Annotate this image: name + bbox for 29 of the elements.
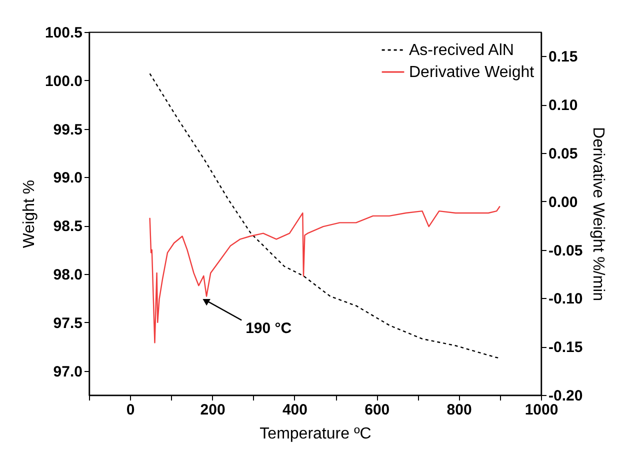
x-tick-label: 0: [126, 402, 135, 418]
x-tick-label: 400: [282, 402, 308, 418]
y2-tick-label: -0.20: [548, 388, 583, 404]
y2-tick-label: 0.05: [548, 146, 578, 162]
x-tick-label: 200: [200, 402, 226, 418]
legend-label: As-recived AlN: [409, 42, 514, 59]
y-tick-label: 99.5: [53, 121, 82, 138]
x-tick-label: 600: [364, 402, 390, 418]
y2-tick-label: 0.15: [548, 48, 578, 66]
y2-tick-label: -0.05: [548, 242, 583, 260]
y2-tick-label: 0.10: [548, 97, 578, 114]
y-tick-label: 97.0: [53, 363, 82, 380]
y-tick-label: 98.0: [53, 266, 82, 284]
y-tick-label: 97.5: [53, 314, 82, 332]
x-tick-label: 800: [446, 402, 472, 418]
y-axis-title: Weight %: [20, 180, 38, 248]
legend-label: Derivative Weight: [409, 64, 535, 81]
y2-tick-label: -0.15: [548, 339, 583, 356]
x-tick-label: 1000: [524, 402, 558, 418]
x-axis-title: Temperature ºC: [260, 426, 372, 442]
y-tick-label: 100.5: [44, 24, 82, 42]
y2-axis-title: Derivative Weight %/min: [590, 127, 607, 301]
y2-tick-label: -0.10: [548, 290, 583, 308]
annotation: 190 °C: [246, 320, 292, 338]
y-tick-label: 99.0: [53, 170, 82, 187]
y2-tick-label: 0.00: [548, 194, 578, 211]
line-series: [149, 206, 501, 344]
y-tick-label: 98.5: [53, 218, 82, 236]
y-tick-label: 100.0: [44, 72, 82, 90]
